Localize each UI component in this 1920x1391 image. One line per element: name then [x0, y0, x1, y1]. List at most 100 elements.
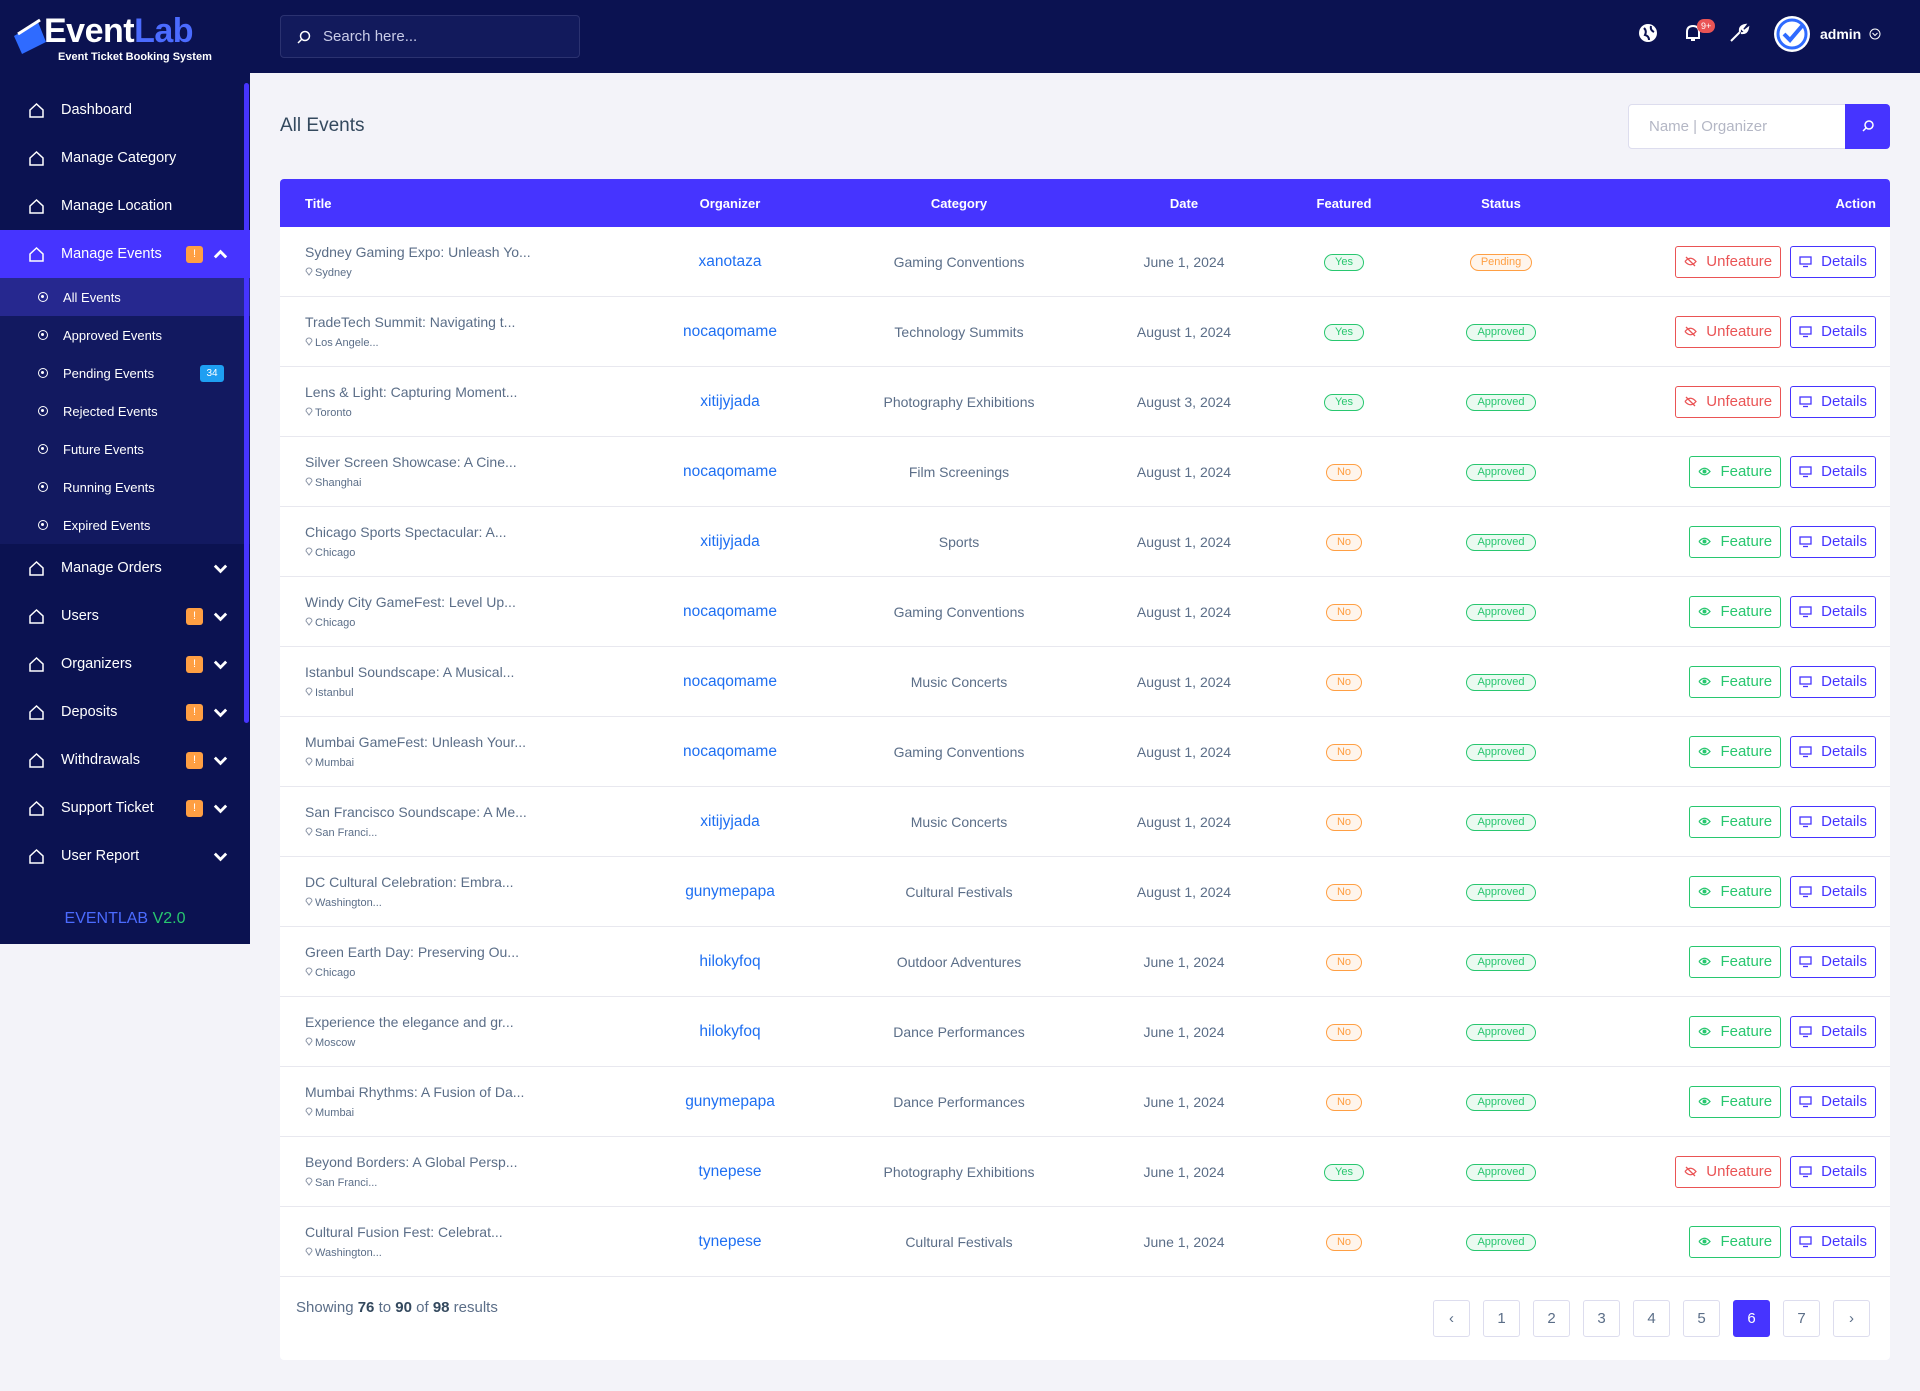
menu-item[interactable]: Organizers!	[0, 640, 250, 688]
submenu-label: Rejected Events	[63, 403, 158, 419]
action-cell: Feature Details	[1614, 735, 1890, 768]
feature-button[interactable]: Feature	[1689, 665, 1782, 698]
page-button[interactable]: ›	[1833, 1300, 1870, 1337]
organizer-link[interactable]: nocaqomame	[683, 602, 777, 620]
details-button[interactable]: Details	[1790, 945, 1876, 978]
feature-button[interactable]: Feature	[1689, 595, 1782, 628]
details-button[interactable]: Details	[1790, 1015, 1876, 1048]
avatar[interactable]	[1774, 16, 1810, 52]
details-button[interactable]: Details	[1790, 1155, 1876, 1188]
submenu-label: Approved Events	[63, 327, 163, 343]
menu-item[interactable]: Deposits!	[0, 688, 250, 736]
page-button[interactable]: 6	[1733, 1300, 1770, 1337]
feature-button[interactable]: Feature	[1689, 805, 1782, 838]
button-label: Unfeature	[1706, 323, 1773, 340]
organizer-link[interactable]: gunymepapa	[685, 1092, 775, 1110]
details-button[interactable]: Details	[1790, 665, 1876, 698]
menu-item[interactable]: Manage Category	[0, 134, 250, 182]
icon	[305, 1177, 313, 1186]
feature-button[interactable]: Feature	[1689, 1225, 1782, 1258]
page-button[interactable]: 3	[1583, 1300, 1620, 1337]
page-button[interactable]: 2	[1533, 1300, 1570, 1337]
organizer-link[interactable]: xanotaza	[698, 252, 762, 270]
featured-badge: Yes	[1324, 324, 1364, 341]
user-name[interactable]: admin	[1820, 26, 1881, 42]
feature-button[interactable]: Unfeature	[1675, 315, 1782, 348]
search-input[interactable]: Search here...	[280, 15, 580, 58]
filter-button[interactable]	[1845, 104, 1890, 149]
organizer-link[interactable]: gunymepapa	[685, 882, 775, 900]
menu-item[interactable]: Manage Orders	[0, 544, 250, 592]
menu-item[interactable]: Support Ticket!	[0, 784, 250, 832]
details-button[interactable]: Details	[1790, 1085, 1876, 1118]
details-button[interactable]: Details	[1790, 385, 1876, 418]
page-button[interactable]: 4	[1633, 1300, 1670, 1337]
organizer-link[interactable]: nocaqomame	[683, 462, 777, 480]
details-button[interactable]: Details	[1790, 805, 1876, 838]
organizer-link[interactable]: nocaqomame	[683, 672, 777, 690]
page-button[interactable]: 7	[1783, 1300, 1820, 1337]
details-button[interactable]: Details	[1790, 315, 1876, 348]
feature-button[interactable]: Feature	[1689, 455, 1782, 488]
logo-text: Lab	[134, 12, 194, 50]
feature-button[interactable]: Feature	[1689, 875, 1782, 908]
submenu-item[interactable]: Approved Events	[0, 316, 250, 354]
submenu-item[interactable]: Expired Events	[0, 506, 250, 544]
organizer-link[interactable]: tynepese	[698, 1162, 762, 1180]
feature-button[interactable]: Feature	[1689, 525, 1782, 558]
organizer-link[interactable]: nocaqomame	[683, 742, 777, 760]
icon	[213, 564, 228, 573]
details-button[interactable]: Details	[1790, 1225, 1876, 1258]
organizer-link[interactable]: xitijyjada	[700, 812, 760, 830]
button-label: Unfeature	[1706, 393, 1773, 410]
feature-button[interactable]: Feature	[1689, 945, 1782, 978]
organizer-link[interactable]: tynepese	[698, 1232, 762, 1250]
featured-cell: No	[1300, 742, 1388, 761]
details-button[interactable]: Details	[1790, 245, 1876, 278]
page-button[interactable]: ‹	[1433, 1300, 1470, 1337]
table-row: TradeTech Summit: Navigating t... Los Ang…	[280, 297, 1890, 367]
details-button[interactable]: Details	[1790, 595, 1876, 628]
menu-item[interactable]: Manage Location	[0, 182, 250, 230]
language-icon[interactable]	[1637, 22, 1659, 44]
page-button[interactable]: 1	[1483, 1300, 1520, 1337]
page-button[interactable]: 5	[1683, 1300, 1720, 1337]
organizer-link[interactable]: xitijyjada	[700, 532, 760, 550]
details-button[interactable]: Details	[1790, 525, 1876, 558]
organizer-link[interactable]: xitijyjada	[700, 392, 760, 410]
menu-item[interactable]: Dashboard	[0, 86, 250, 134]
feature-button[interactable]: Feature	[1689, 1085, 1782, 1118]
topbar: Search here... 9+ admin	[250, 0, 1920, 73]
details-button[interactable]: Details	[1790, 455, 1876, 488]
filter-input[interactable]: Name | Organizer	[1628, 104, 1846, 149]
feature-button[interactable]: Unfeature	[1675, 245, 1782, 278]
event-title: Istanbul Soundscape: A Musical...	[305, 664, 515, 680]
version: EVENTLAB V2.0	[0, 910, 250, 928]
menu-item[interactable]: Withdrawals!	[0, 736, 250, 784]
details-button[interactable]: Details	[1790, 735, 1876, 768]
submenu-item[interactable]: Rejected Events	[0, 392, 250, 430]
scrollbar	[244, 83, 249, 723]
feature-button[interactable]: Unfeature	[1675, 385, 1782, 418]
menu-item[interactable]: User Report	[0, 832, 250, 880]
submenu-item[interactable]: Future Events	[0, 430, 250, 468]
settings-icon[interactable]	[1728, 22, 1750, 44]
submenu-dot	[38, 520, 48, 530]
menu-item[interactable]: Users!	[0, 592, 250, 640]
icon	[29, 246, 44, 262]
submenu-item[interactable]: All Events	[0, 278, 250, 316]
submenu-item[interactable]: Running Events	[0, 468, 250, 506]
organizer-link[interactable]: hilokyfoq	[699, 952, 761, 970]
date-cell: June 1, 2024	[1143, 953, 1225, 970]
menu-item[interactable]: Manage Events!	[0, 230, 250, 278]
feature-button[interactable]: Unfeature	[1675, 1155, 1782, 1188]
feature-button[interactable]: Feature	[1689, 735, 1782, 768]
feature-button[interactable]: Feature	[1689, 1015, 1782, 1048]
button-label: Feature	[1720, 463, 1773, 480]
event-title: Mumbai GameFest: Unleash Your...	[305, 734, 526, 750]
details-button[interactable]: Details	[1790, 875, 1876, 908]
submenu-item[interactable]: Pending Events 34	[0, 354, 250, 392]
organizer-link[interactable]: nocaqomame	[683, 322, 777, 340]
organizer-link[interactable]: hilokyfoq	[699, 1022, 761, 1040]
status-badge: Approved	[1466, 604, 1536, 621]
